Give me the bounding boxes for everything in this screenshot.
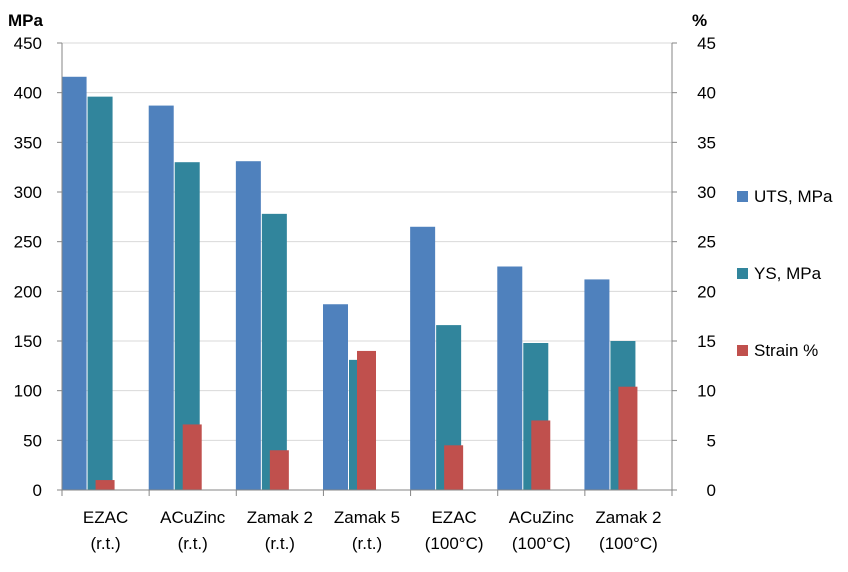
left-axis-unit: MPa	[8, 11, 44, 30]
bar-strain	[531, 420, 551, 490]
category-sublabel: (100°C)	[599, 534, 658, 553]
left-tick-label: 300	[14, 183, 42, 202]
right-tick-label: 0	[707, 481, 716, 500]
category-label: Zamak 2	[247, 508, 313, 527]
legend-label: UTS, MPa	[754, 187, 833, 206]
right-tick-label: 30	[697, 183, 716, 202]
category-sublabel: (100°C)	[425, 534, 484, 553]
legend-swatch	[737, 268, 748, 279]
bar-strain	[444, 445, 464, 490]
legend: UTS, MPa YS, MPa Strain %	[737, 187, 833, 360]
right-tick-label: 15	[697, 332, 716, 351]
legend-swatch	[737, 345, 748, 356]
category-labels: EZAC (r.t.) ACuZinc (r.t.) Zamak 2 (r.t.) Zama…	[83, 508, 662, 553]
right-tick-label: 40	[697, 84, 716, 103]
bar-ys-mpa	[87, 96, 113, 490]
left-tick-label: 0	[33, 481, 42, 500]
bar-strain	[618, 386, 638, 490]
left-tick-label: 250	[14, 233, 42, 252]
bars	[61, 76, 638, 491]
bar-uts-mpa	[584, 279, 610, 490]
left-tick-label: 350	[14, 133, 42, 152]
category-sublabel: (r.t.)	[178, 534, 208, 553]
category-sublabel: (100°C)	[512, 534, 571, 553]
bar-ys-mpa	[261, 213, 287, 490]
bar-strain	[95, 480, 115, 490]
left-tick-label: 400	[14, 84, 42, 103]
category-label: ACuZinc	[160, 508, 226, 527]
bar-strain	[269, 450, 289, 490]
right-tick-label: 35	[697, 133, 716, 152]
left-tick-label: 150	[14, 332, 42, 351]
bar-uts-mpa	[497, 266, 523, 490]
axes	[57, 42, 677, 496]
legend-label: Strain %	[754, 341, 818, 360]
left-tick-label: 50	[23, 431, 42, 450]
right-tick-label: 45	[697, 34, 716, 53]
bar-uts-mpa	[410, 226, 436, 490]
right-axis-unit: %	[692, 11, 707, 30]
right-tick-label: 25	[697, 233, 716, 252]
bar-uts-mpa	[61, 76, 87, 491]
category-label: Zamak 2	[595, 508, 661, 527]
legend-swatch	[737, 191, 748, 202]
right-tick-label: 20	[697, 282, 716, 301]
bar-strain	[357, 350, 376, 490]
category-label: EZAC	[431, 508, 476, 527]
category-sublabel: (r.t.)	[352, 534, 382, 553]
category-sublabel: (r.t.)	[90, 534, 120, 553]
category-label: Zamak 5	[334, 508, 400, 527]
right-axis-ticks: 0 5 10 15 20 25 30 35 40 45	[697, 34, 716, 500]
legend-label: YS, MPa	[754, 264, 822, 283]
category-label: EZAC	[83, 508, 128, 527]
left-tick-label: 450	[14, 34, 42, 53]
bar-uts-mpa	[235, 161, 261, 490]
left-tick-label: 200	[14, 282, 42, 301]
bar-uts-mpa	[323, 304, 348, 490]
bar-strain	[182, 424, 202, 490]
bar-uts-mpa	[148, 105, 174, 490]
right-tick-label: 5	[707, 431, 716, 450]
left-axis-ticks: 0 50 100 150 200 250 300 350 400 450	[14, 34, 42, 500]
category-sublabel: (r.t.)	[265, 534, 295, 553]
left-tick-label: 100	[14, 382, 42, 401]
category-label: ACuZinc	[509, 508, 575, 527]
right-tick-label: 10	[697, 382, 716, 401]
